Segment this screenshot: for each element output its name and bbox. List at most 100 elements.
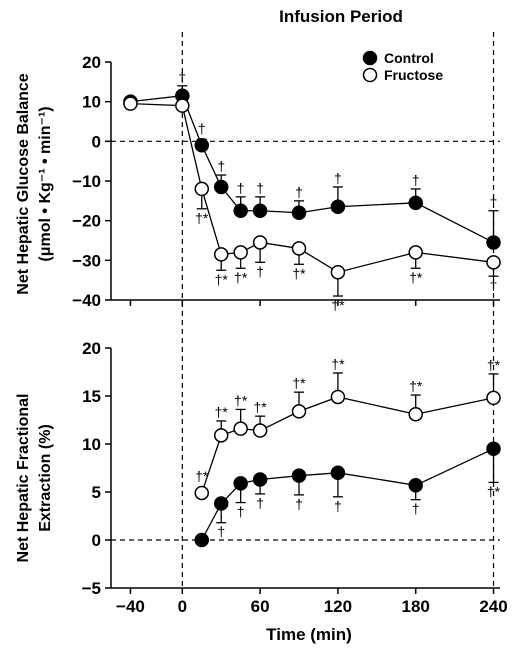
bottom-control-point [233, 476, 248, 491]
x-axis-label: Time (min) [266, 625, 352, 644]
top-y-tick-label: −10 [72, 172, 101, 191]
bottom-fructose-point [233, 421, 248, 436]
top-control-significance-label: † [256, 180, 264, 196]
top-fructose-significance-label: †* [292, 265, 306, 281]
x-tick-label: 240 [479, 597, 507, 616]
bottom-fructose-significance-label: †* [292, 375, 306, 391]
bottom-y-tick-label: 10 [82, 435, 101, 454]
top-control-point [252, 203, 268, 218]
bottom-fructose-significance-label: †* [409, 378, 423, 394]
top-fructose-point [213, 247, 229, 262]
top-fructose-point [408, 245, 423, 260]
top-y-tick-label: −40 [72, 291, 101, 310]
bottom-control-point [213, 496, 229, 511]
bottom-control-significance-label: †* [487, 483, 501, 499]
top-fructose-point [233, 245, 248, 260]
top-fructose-significance-label: †* [215, 271, 229, 287]
top-y-tick-label: 10 [82, 93, 101, 112]
bottom-control-point [330, 465, 346, 481]
bottom-fructose-point [194, 485, 210, 501]
top-fructose-significance-label: † [490, 277, 498, 293]
top-control-point [194, 138, 210, 153]
bottom-control-point [252, 472, 268, 487]
legend-control-marker [362, 50, 378, 66]
top-ylabel-line1: Net Hepatic Glucose Balance [15, 73, 32, 295]
top-control-significance-label: † [295, 184, 303, 200]
bottom-control-line [201, 448, 494, 541]
bottom-control-point [408, 478, 423, 493]
bottom-control-significance-label: † [334, 498, 342, 514]
top-fructose-point [486, 255, 501, 270]
legend: Control Fructose [362, 50, 443, 83]
x-tick-label: 120 [324, 597, 352, 616]
top-fructose-significance-label: †* [195, 210, 209, 226]
x-tick-label: 0 [178, 597, 187, 616]
bottom-ylabel-line2: Extraction (%) [37, 424, 54, 532]
top-control-line [130, 95, 494, 244]
top-control-significance-label: † [490, 194, 498, 210]
top-y-tick-label: −30 [72, 251, 101, 270]
bottom-fructose-point [252, 423, 268, 438]
top-control-point [408, 195, 423, 211]
top-control-significance-label: † [334, 170, 342, 186]
x-tick-label: 180 [402, 597, 430, 616]
bottom-fructose-significance-label: †* [487, 357, 501, 373]
legend-fructose-marker [362, 67, 378, 83]
bottom-y-tick-label: 0 [92, 531, 101, 550]
top-fructose-significance-label: † [256, 263, 264, 279]
bottom-fructose-point [330, 389, 346, 405]
bottom-fructose-significance-label: †* [331, 356, 345, 372]
infusion-period-title: Infusion Period [279, 7, 403, 26]
bottom-fructose-significance-label: †* [253, 399, 267, 415]
bottom-fructose-significance-label: †* [234, 392, 248, 408]
bottom-fructose-point [408, 406, 423, 422]
top-fructose-point [291, 241, 307, 256]
top-control-significance-label: † [178, 69, 186, 85]
top-control-point [486, 235, 501, 250]
bottom-y-tick-label: 5 [92, 483, 101, 502]
plot-area: −40 −30 −20 −10 0 10 20 −5 0 5 10 15 20 −40 0 60 120 180 2… [72, 32, 508, 616]
bottom-control-significance-label: † [412, 501, 420, 517]
top-control-point [233, 203, 248, 218]
bottom-y-tick-label: 15 [82, 387, 101, 406]
top-fructose-point [175, 98, 190, 113]
top-ylabel-line2: (μmol • Kg⁻¹ • min⁻¹) [37, 106, 54, 261]
x-tick-label: −40 [116, 597, 145, 616]
bottom-fructose-significance-label: †* [215, 404, 229, 420]
legend-fructose-label: Fructose [384, 67, 443, 83]
top-fructose-significance-label: †* [331, 297, 345, 313]
bottom-control-significance-label: † [217, 524, 225, 540]
top-control-significance-label: † [412, 172, 420, 188]
top-fructose-point [252, 235, 268, 250]
top-control-point [213, 179, 229, 195]
top-fructose-significance-label: †* [409, 269, 423, 285]
bottom-control-significance-label: † [295, 496, 303, 512]
bottom-control-significance-label: † [256, 495, 264, 511]
bottom-y-tick-label: 20 [82, 339, 101, 358]
bottom-fructose-point [213, 428, 229, 443]
top-y-tick-label: 20 [82, 53, 101, 72]
top-y-tick-label: 0 [92, 132, 101, 151]
top-fructose-point [123, 96, 138, 111]
top-control-significance-label: † [198, 120, 206, 136]
top-fructose-line [130, 103, 494, 273]
top-control-significance-label: † [237, 180, 245, 196]
bottom-fructose-significance-label: †* [195, 468, 209, 484]
top-y-tick-label: −20 [72, 212, 101, 231]
top-fructose-point [330, 264, 346, 280]
bottom-fructose-point [486, 390, 501, 406]
bottom-control-significance-label: † [237, 504, 245, 520]
bottom-y-tick-label: −5 [82, 579, 101, 598]
x-tick-label: 60 [251, 597, 270, 616]
bottom-control-point [291, 468, 307, 483]
top-fructose-significance-label: †* [234, 269, 248, 285]
top-fructose-point [194, 181, 210, 197]
top-control-significance-label: † [217, 158, 225, 174]
bottom-fructose-point [291, 404, 307, 419]
legend-control-label: Control [384, 50, 434, 66]
bottom-control-point [194, 532, 210, 548]
bottom-control-point [486, 441, 501, 457]
bottom-ylabel-line1: Net Hepatic Fractional [15, 394, 32, 563]
top-control-point [330, 199, 346, 215]
